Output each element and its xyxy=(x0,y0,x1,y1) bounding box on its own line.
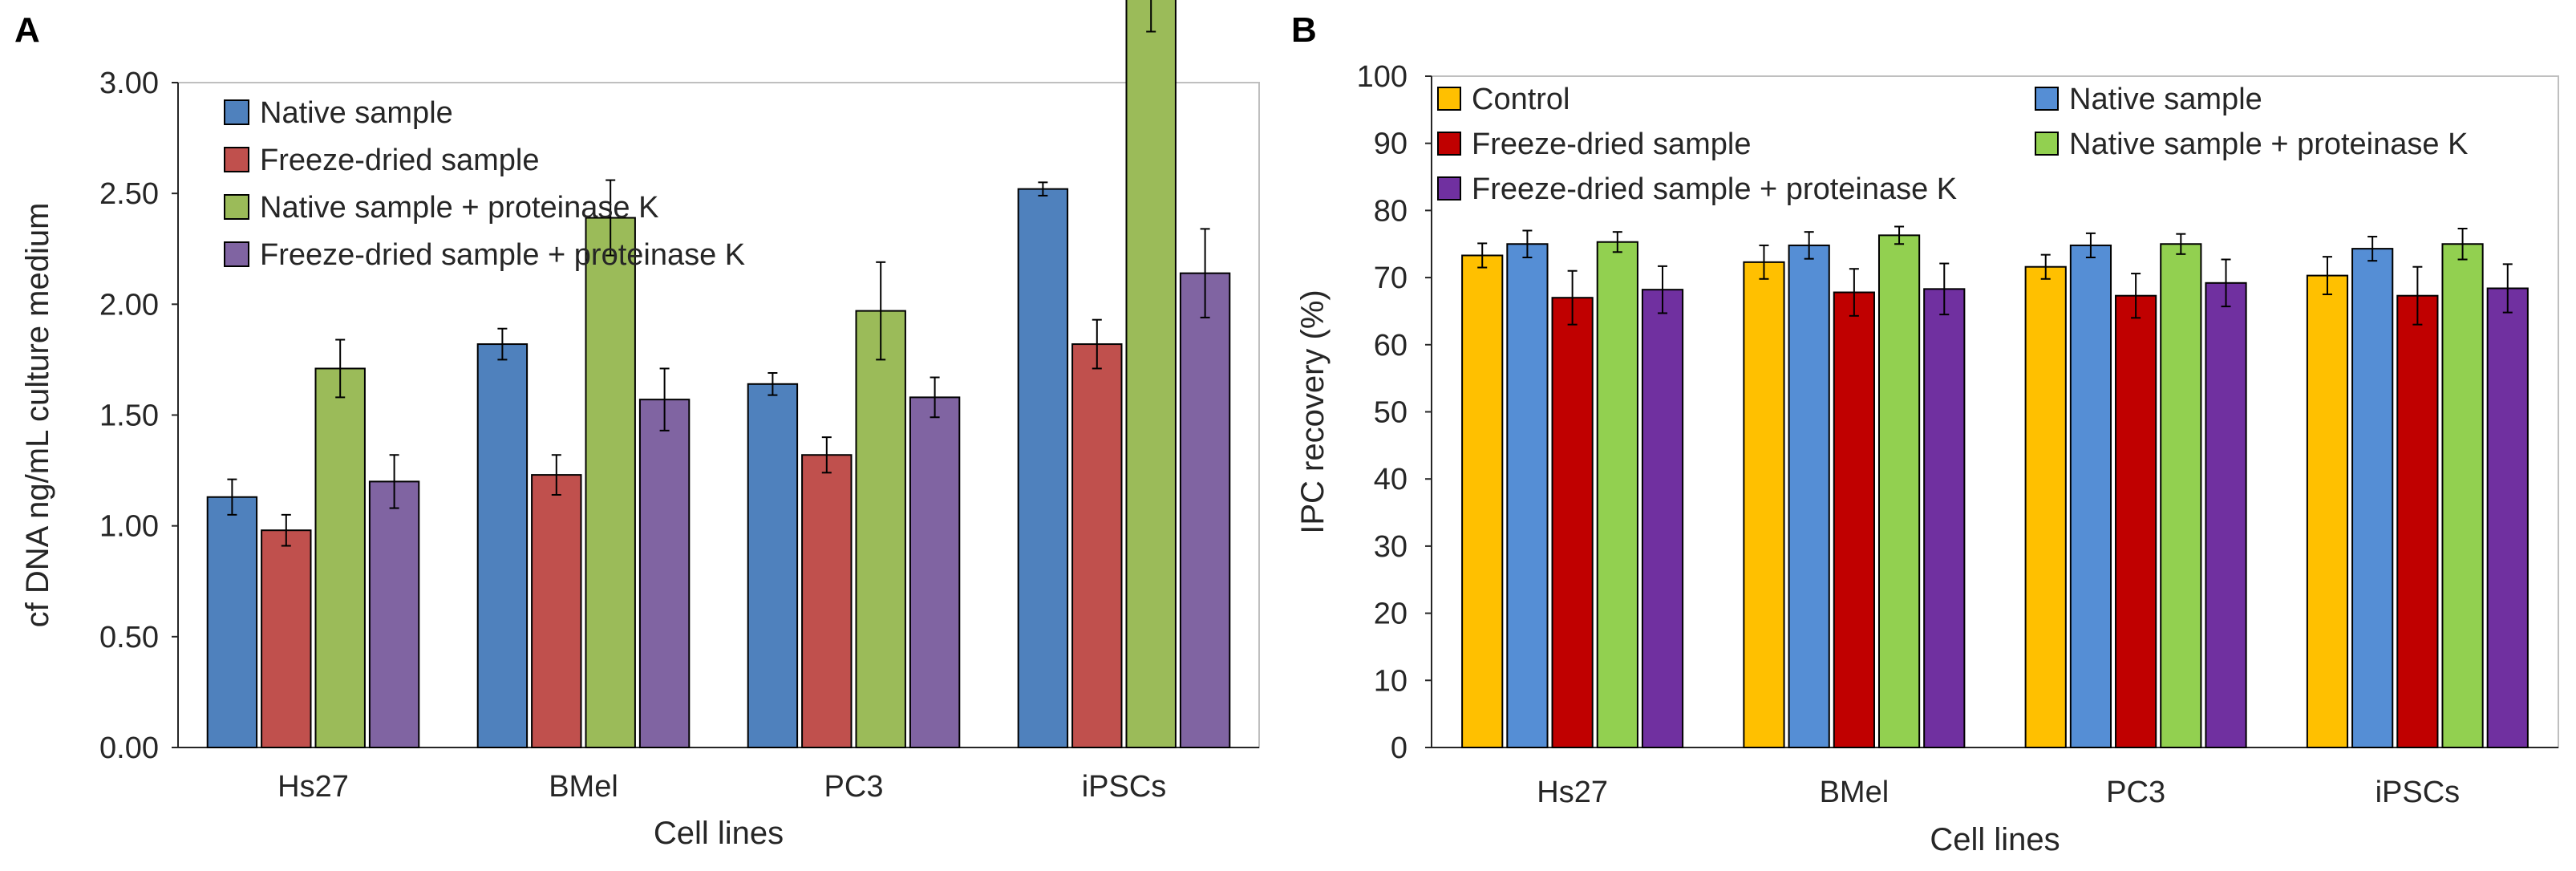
y-tick-label: 90 xyxy=(1374,128,1407,161)
x-axis-title: Cell lines xyxy=(1930,822,2060,857)
y-tick-label: 1.00 xyxy=(99,510,159,544)
bar xyxy=(1923,288,1966,749)
y-axis-title: IPC recovery (%) xyxy=(1295,290,1331,534)
y-tick-label: 10 xyxy=(1374,664,1407,698)
y-tick-label: 70 xyxy=(1374,261,1407,295)
bar xyxy=(638,399,691,748)
bar xyxy=(1461,254,1504,748)
bar xyxy=(1506,243,1549,748)
y-tick-label: 100 xyxy=(1357,60,1407,94)
y-tick-label: 30 xyxy=(1374,530,1407,564)
legend-label: Freeze-dried sample xyxy=(260,144,539,177)
bar xyxy=(476,343,529,748)
bar xyxy=(909,396,961,748)
legend-swatch xyxy=(1437,132,1461,156)
legend-swatch xyxy=(1437,176,1461,201)
bar xyxy=(368,480,420,749)
y-tick-label: 3.00 xyxy=(99,67,159,100)
y-tick-label: 1.50 xyxy=(99,399,159,433)
x-tick-label: iPSCs xyxy=(2376,776,2461,809)
legend-label: Freeze-dried sample + proteinase K xyxy=(1472,172,1957,206)
legend-swatch xyxy=(224,99,249,125)
bar xyxy=(2205,282,2247,748)
y-tick-label: 0 xyxy=(1391,731,1407,765)
chart-a: 0.00 0.50 1.00 1.50 2.00 2.50 3.00 cf DNA ng/mL… xyxy=(20,0,1260,851)
x-tick-label: iPSCs xyxy=(1082,770,1167,804)
bar xyxy=(1596,241,1638,748)
bar xyxy=(855,310,906,748)
bar xyxy=(2441,243,2484,748)
bar xyxy=(801,454,853,748)
bar xyxy=(1071,343,1123,748)
bar xyxy=(1743,261,1785,748)
bar xyxy=(2486,287,2529,748)
bar xyxy=(2306,274,2349,748)
bar xyxy=(1877,234,1921,748)
bar xyxy=(2351,248,2394,748)
x-tick-label: PC3 xyxy=(824,770,884,804)
x-tick-label: Hs27 xyxy=(277,770,349,804)
legend-swatch xyxy=(1437,87,1461,111)
legend-label: Freeze-dried sample xyxy=(1472,128,1751,161)
legend-swatch xyxy=(224,147,249,172)
panel-a-label: A xyxy=(14,10,40,50)
y-tick-label: 2.00 xyxy=(99,288,159,322)
x-tick-label: BMel xyxy=(549,770,618,804)
y-tick-label: 80 xyxy=(1374,194,1407,228)
bar xyxy=(747,383,799,748)
x-tick-label: PC3 xyxy=(2106,776,2165,809)
bar xyxy=(1125,0,1177,748)
bar xyxy=(206,496,258,748)
bar xyxy=(261,529,312,749)
bar xyxy=(585,217,636,748)
bar xyxy=(314,367,366,748)
chart-b: 0 10 20 30 40 50 60 70 80 90 100 IPC recovery (%) Ce… xyxy=(1295,60,2559,857)
bar xyxy=(1551,297,1594,748)
legend-swatch xyxy=(224,241,249,267)
x-axis-title: Cell lines xyxy=(654,816,784,851)
legend-swatch xyxy=(224,194,249,220)
x-tick-label: Hs27 xyxy=(1537,776,1608,809)
legend-label: Freeze-dried sample + proteinase K xyxy=(260,238,745,272)
bar xyxy=(2396,294,2439,749)
legend-label: Control xyxy=(1472,83,1570,116)
panel-b-label: B xyxy=(1291,10,1317,50)
y-tick-label: 0.00 xyxy=(99,731,159,765)
x-tick-label: BMel xyxy=(1820,776,1889,809)
legend-label: Native sample xyxy=(2069,83,2262,116)
legend-swatch xyxy=(2035,132,2059,156)
bar xyxy=(2024,265,2067,748)
legend-swatch xyxy=(2035,87,2059,111)
bar xyxy=(1788,244,1830,748)
legend-label: Native sample + proteinase K xyxy=(260,191,658,225)
bar xyxy=(1641,289,1684,748)
bar xyxy=(2115,294,2157,749)
legend-label: Native sample xyxy=(260,96,453,130)
y-tick-label: 40 xyxy=(1374,463,1407,496)
legend-label: Native sample + proteinase K xyxy=(2069,128,2468,161)
y-tick-label: 50 xyxy=(1374,396,1407,430)
y-tick-label: 0.50 xyxy=(99,621,159,654)
y-tick-label: 60 xyxy=(1374,329,1407,363)
bar xyxy=(2160,243,2202,748)
bar xyxy=(1179,272,1231,748)
bar xyxy=(1833,291,1875,749)
y-axis-title: cf DNA ng/mL culture medium xyxy=(20,203,55,628)
bar xyxy=(1017,188,1069,748)
y-tick-label: 20 xyxy=(1374,598,1407,631)
bar xyxy=(2069,244,2112,748)
bar xyxy=(531,474,582,748)
y-tick-label: 2.50 xyxy=(99,177,159,211)
